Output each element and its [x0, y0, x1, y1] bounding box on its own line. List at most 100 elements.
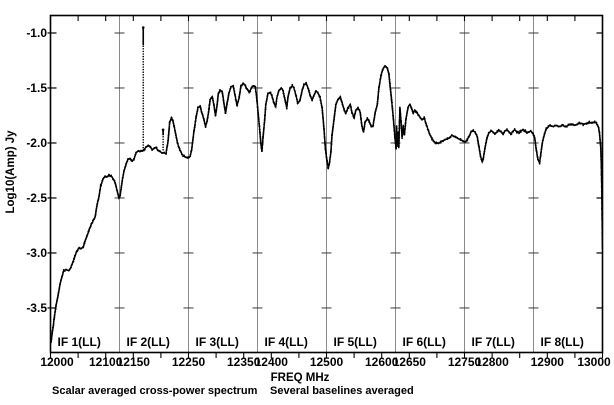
curve-dot	[320, 100, 322, 102]
curve-dot	[168, 129, 170, 132]
curve-dot	[281, 88, 283, 90]
curve-dot	[413, 109, 416, 112]
curve-dot	[338, 97, 341, 100]
curve-dot	[227, 96, 230, 99]
curve-dot	[553, 124, 556, 127]
curve-dot	[257, 118, 260, 121]
curve-dot	[533, 134, 536, 137]
curve-dot	[168, 126, 171, 129]
curve-dot	[282, 90, 285, 92]
curve-dot	[360, 117, 362, 120]
curve-dot	[484, 144, 487, 147]
curve-dot	[324, 140, 326, 143]
curve-dot	[176, 139, 178, 141]
curve-dot	[598, 129, 600, 131]
curve-dot	[472, 128, 475, 131]
spike-dot	[162, 136, 164, 138]
curve-dot	[398, 118, 401, 121]
y-ticks	[47, 32, 603, 309]
curve-dot	[354, 112, 357, 115]
curve-dot	[74, 253, 77, 255]
curve-dot	[525, 130, 527, 133]
curve-dot	[58, 285, 61, 288]
curve-dot	[203, 120, 206, 122]
curve-dot	[387, 70, 390, 73]
curve-dot	[52, 320, 55, 323]
curve-dot	[213, 104, 215, 107]
spike	[161, 128, 165, 151]
curve-dot	[287, 94, 290, 96]
curve-dot	[224, 107, 226, 110]
curve-dot	[200, 108, 202, 111]
curve-dot	[374, 109, 377, 112]
curve-dot	[472, 130, 475, 133]
curve-dot	[425, 122, 427, 124]
curve-dot	[359, 113, 362, 116]
curve-dot	[468, 136, 470, 138]
curve-dot	[175, 137, 178, 140]
curve-dot	[398, 127, 401, 129]
spike-dot	[142, 105, 145, 107]
curve-dot	[539, 154, 542, 156]
spike-dot	[142, 84, 145, 86]
if-panel-label: IF 6(LL)	[403, 335, 446, 349]
curve-dot	[227, 98, 229, 100]
curve-dot	[323, 133, 326, 136]
curve-dot	[540, 146, 543, 149]
curve-dot	[469, 134, 471, 136]
curve-dot	[222, 96, 224, 98]
curve-dot	[322, 122, 325, 124]
curve-dot	[296, 100, 299, 103]
curve-dot	[320, 102, 323, 105]
curve-dot	[122, 173, 125, 176]
curve-dot	[194, 119, 197, 122]
curve-dot	[58, 288, 60, 291]
curve-dot	[295, 95, 298, 97]
curve-dot	[191, 140, 194, 143]
curve-dot	[98, 195, 100, 198]
curve-dot	[223, 103, 226, 106]
curve-dot	[528, 131, 530, 133]
curve-dot	[208, 106, 211, 109]
curve-dot	[501, 131, 503, 134]
curve-dot	[541, 144, 543, 146]
curve-dot	[388, 73, 390, 76]
curve-dot	[133, 155, 136, 158]
curve-dot	[321, 113, 324, 116]
curve-dot	[587, 122, 589, 125]
curve-dot	[120, 186, 123, 189]
curve-dot	[485, 141, 488, 144]
curve-dot	[392, 123, 395, 125]
curve-dot	[373, 116, 376, 119]
curve-dot	[347, 107, 350, 109]
curve-dot	[439, 142, 442, 144]
curve-dot	[64, 270, 66, 272]
curve-dot	[376, 102, 379, 105]
curve-dot	[593, 121, 596, 124]
curve-dot	[111, 176, 113, 178]
curve-dot	[333, 112, 336, 115]
curve-dot	[235, 102, 238, 105]
curve-dot	[407, 106, 410, 109]
curve-dot	[293, 88, 296, 91]
curve-dot	[333, 114, 336, 116]
curve-dot	[429, 135, 432, 137]
curve-dot	[250, 87, 253, 89]
curve-dot	[256, 108, 259, 111]
spike-dot	[142, 68, 145, 71]
curve-dot	[416, 111, 419, 114]
curve-dot	[399, 110, 402, 112]
curve-dot	[54, 308, 57, 311]
curve-dot	[276, 94, 279, 96]
spike-dot	[142, 123, 145, 125]
curve-dot	[234, 95, 237, 98]
curve-dot	[331, 132, 334, 135]
curve-dot	[415, 110, 418, 113]
curve-dot	[372, 124, 375, 126]
curve-dot	[102, 178, 104, 181]
curve-dot	[277, 92, 279, 95]
curve-dot	[389, 88, 392, 91]
curve-dot	[78, 247, 81, 250]
curve-dot	[305, 81, 307, 84]
y-tick-label: -2.0	[26, 136, 47, 150]
